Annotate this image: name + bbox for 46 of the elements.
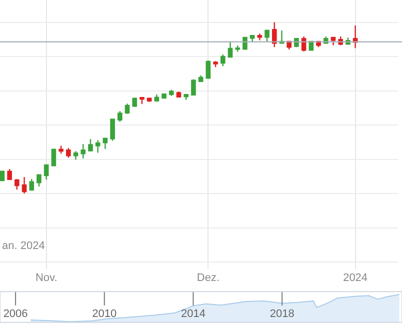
candlestick xyxy=(235,44,240,52)
candlestick xyxy=(250,35,255,43)
candlestick xyxy=(102,138,108,150)
candlestick xyxy=(140,97,144,105)
candlestick xyxy=(132,97,138,108)
candlestick xyxy=(66,147,71,158)
candlestick xyxy=(124,103,130,115)
x-tick-label: 2006 xyxy=(3,308,28,320)
candlestick xyxy=(22,176,27,194)
x-tick-label: 2014 xyxy=(180,308,206,320)
candlestick xyxy=(80,143,86,160)
candlestick xyxy=(169,89,174,97)
candlestick xyxy=(0,170,5,182)
candlestick xyxy=(213,60,218,68)
candlestick xyxy=(176,91,182,98)
candlestick xyxy=(95,140,100,154)
x-tick-label: Dez. xyxy=(196,272,220,284)
candlestick xyxy=(110,118,115,142)
candlestick xyxy=(51,148,56,166)
x-tick-label: Nov. xyxy=(35,272,58,284)
x-tick-label: 2010 xyxy=(92,308,117,320)
candlestick xyxy=(162,93,166,99)
candlestick xyxy=(257,32,262,41)
x-tick-label: 2024 xyxy=(343,272,368,284)
candlestick xyxy=(29,178,34,192)
candlestick xyxy=(264,29,270,42)
candlestick xyxy=(73,150,78,160)
candlestick xyxy=(36,174,42,188)
candlestick xyxy=(191,78,196,96)
candlestick xyxy=(146,97,152,103)
candlestick xyxy=(118,110,122,122)
candlestick xyxy=(88,138,93,152)
candlestick xyxy=(220,54,226,67)
candlestick xyxy=(206,60,211,79)
candlestick xyxy=(7,168,12,180)
candlestick xyxy=(154,94,160,102)
candlestick xyxy=(14,178,20,190)
candlestick xyxy=(330,36,336,46)
candlestick xyxy=(272,22,277,48)
candlestick xyxy=(228,42,233,58)
candlestick xyxy=(44,164,49,180)
text: an. 2024 xyxy=(2,240,45,252)
x-tick-label: 2018 xyxy=(270,308,294,320)
candlestick xyxy=(58,145,64,154)
candlestick xyxy=(198,74,204,82)
candlestick xyxy=(184,94,189,100)
